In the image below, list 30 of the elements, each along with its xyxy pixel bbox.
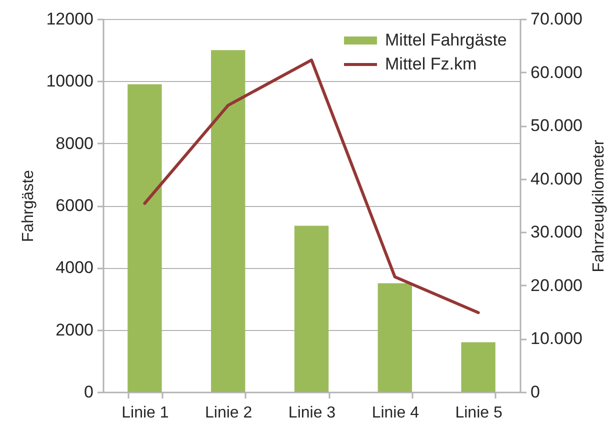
y-tick-label: 12000	[46, 10, 94, 28]
y2-tick-label: 70.000	[530, 10, 582, 28]
y2-tick-label: 20.000	[530, 276, 582, 295]
y2-tick-label: 10.000	[530, 329, 582, 348]
x-tick-label: Linie 5	[455, 404, 502, 421]
y-tick-label: 2000	[56, 320, 94, 340]
x-tick-label: Linie 2	[205, 404, 252, 421]
y2-tick-label: 50.000	[530, 116, 582, 136]
y-tick-label: 8000	[56, 134, 94, 153]
y-tick-label: 6000	[56, 196, 94, 215]
bar	[461, 342, 496, 392]
bar	[211, 50, 246, 392]
bar	[294, 226, 329, 392]
legend-label: Mittel Fz.km	[385, 54, 477, 74]
legend-label: Mittel Fahrgäste	[385, 30, 507, 50]
y2-tick-label: 40.000	[530, 169, 582, 188]
y-tick-label: 4000	[56, 258, 94, 278]
line-series	[143, 58, 480, 314]
bar	[378, 283, 412, 392]
y2-tick-label: 0	[530, 382, 540, 402]
x-tick-label: Linie 1	[122, 404, 169, 421]
y2-tick-label: 30.000	[530, 222, 582, 242]
y2-tick-label: 60.000	[530, 62, 582, 82]
x-tick-label: Linie 4	[372, 404, 420, 421]
bar	[128, 84, 162, 392]
y2-axis-title: Fahrzeugkilometer	[590, 139, 608, 272]
y-tick-label: 0	[84, 382, 94, 402]
y-tick-label: 10000	[46, 72, 94, 91]
y-axis-title: Fahrgäste	[20, 170, 38, 242]
x-tick-label: Linie 3	[288, 404, 336, 421]
